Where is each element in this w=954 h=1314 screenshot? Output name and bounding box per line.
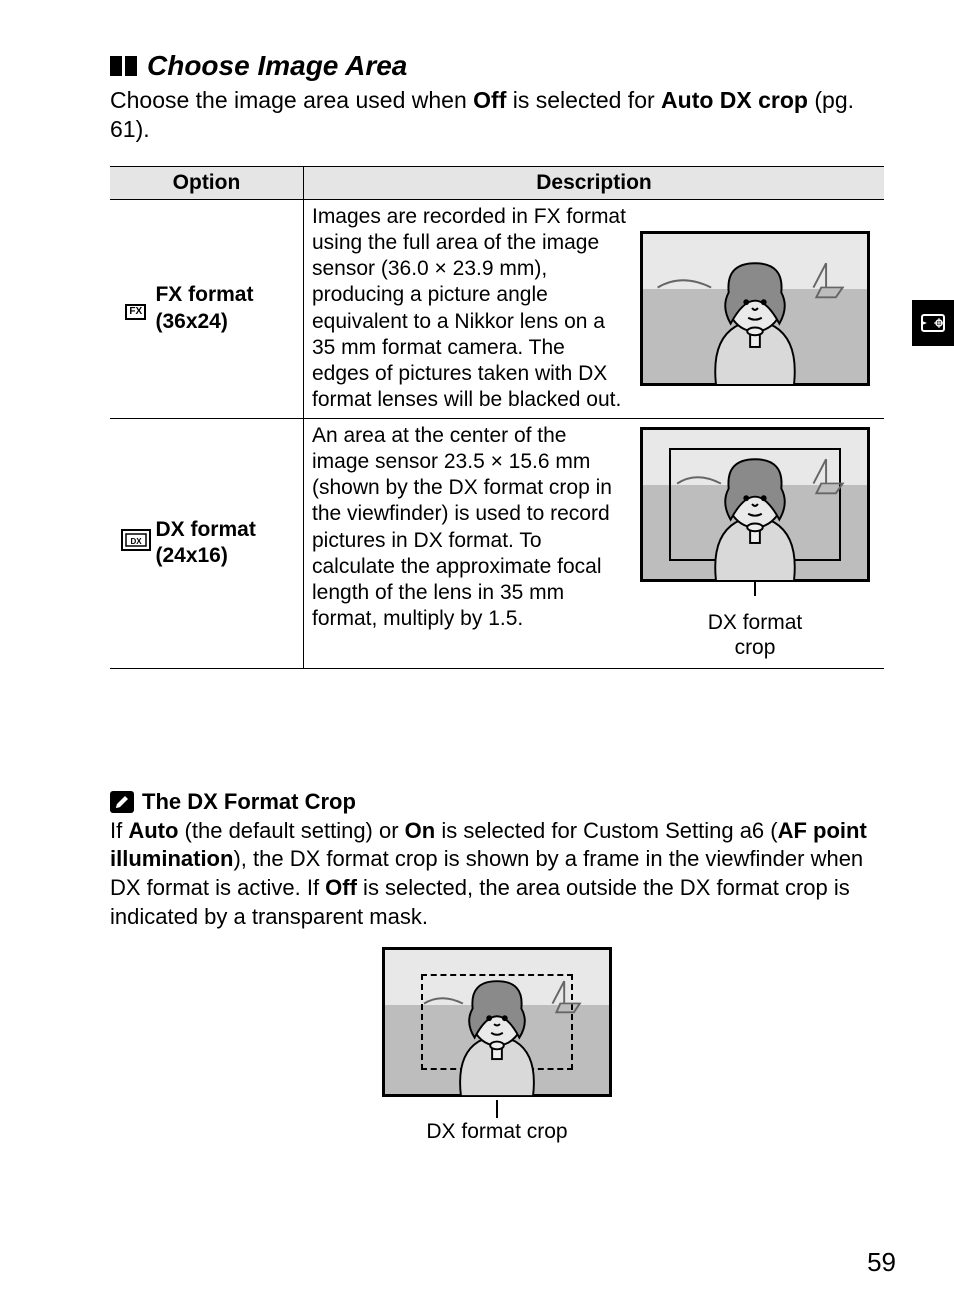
caption-pointer-icon [496, 1100, 498, 1118]
table-header-description: Description [303, 166, 884, 199]
svg-text:DX: DX [130, 537, 142, 546]
scene-drawing [643, 430, 867, 581]
scene-drawing [643, 234, 867, 385]
note-body: If Auto (the default setting) or On is s… [110, 817, 884, 931]
manual-page: Choose Image Area Choose the image area … [0, 0, 954, 1314]
table-row: DX DX format (24x16) An area at the cent… [110, 418, 884, 668]
table-row: FX FX format (36x24) Images are recorded… [110, 199, 884, 418]
note-text: (the default setting) or [178, 818, 404, 843]
heading-bullets-icon [110, 56, 137, 76]
note-bold: Off [325, 875, 357, 900]
viewfinder-illustration-mask [382, 947, 612, 1097]
viewfinder-illustration-dx [640, 427, 870, 582]
caption-line: crop [735, 636, 776, 659]
note-text: is selected for Custom Setting a6 ( [435, 818, 777, 843]
note-heading-text: The DX Format Crop [142, 789, 356, 815]
note-section: The DX Format Crop If Auto (the default … [110, 789, 884, 1144]
scene-drawing [385, 950, 609, 1096]
table-header-option: Option [110, 166, 303, 199]
section-heading: Choose Image Area [110, 50, 884, 82]
option-label-line2: (36x24) [155, 310, 227, 333]
illustration-caption: DX format crop [630, 610, 880, 660]
note-text: If [110, 818, 128, 843]
option-illustration-cell: DX format crop [626, 418, 884, 668]
note-bold: Auto [128, 818, 178, 843]
option-label-line2: (24x16) [155, 544, 227, 567]
note-figure-caption: DX format crop [110, 1120, 884, 1144]
heading-text: Choose Image Area [147, 50, 407, 82]
intro-text: Choose the image area used when [110, 87, 473, 113]
page-number: 59 [867, 1247, 896, 1278]
option-label: FX format (36x24) [153, 199, 303, 418]
option-label: DX format (24x16) [153, 418, 303, 668]
note-bold: On [405, 818, 436, 843]
intro-text: is selected for [506, 87, 661, 113]
note-figure: DX format crop [110, 947, 884, 1144]
intro-paragraph: Choose the image area used when Off is s… [110, 86, 884, 144]
caption-line: DX format [708, 611, 803, 634]
option-description: Images are recorded in FX format using t… [303, 199, 626, 418]
intro-bold-off: Off [473, 87, 506, 113]
option-icon-cell: DX [110, 418, 153, 668]
fx-format-icon: FX [125, 304, 146, 320]
note-pencil-icon [110, 791, 134, 813]
intro-bold-autodx: Auto DX crop [661, 87, 808, 113]
viewfinder-illustration-fx [640, 231, 870, 386]
option-illustration-cell [626, 199, 884, 418]
option-label-line1: FX format [155, 283, 253, 306]
section-tab-icon [912, 300, 954, 346]
option-description: An area at the center of the image senso… [303, 418, 626, 668]
option-label-line1: DX format [155, 518, 255, 541]
note-heading: The DX Format Crop [110, 789, 884, 815]
option-icon-cell: FX [110, 199, 153, 418]
dx-format-icon: DX [121, 529, 151, 551]
options-table: Option Description FX FX format (36x24) … [110, 166, 884, 669]
